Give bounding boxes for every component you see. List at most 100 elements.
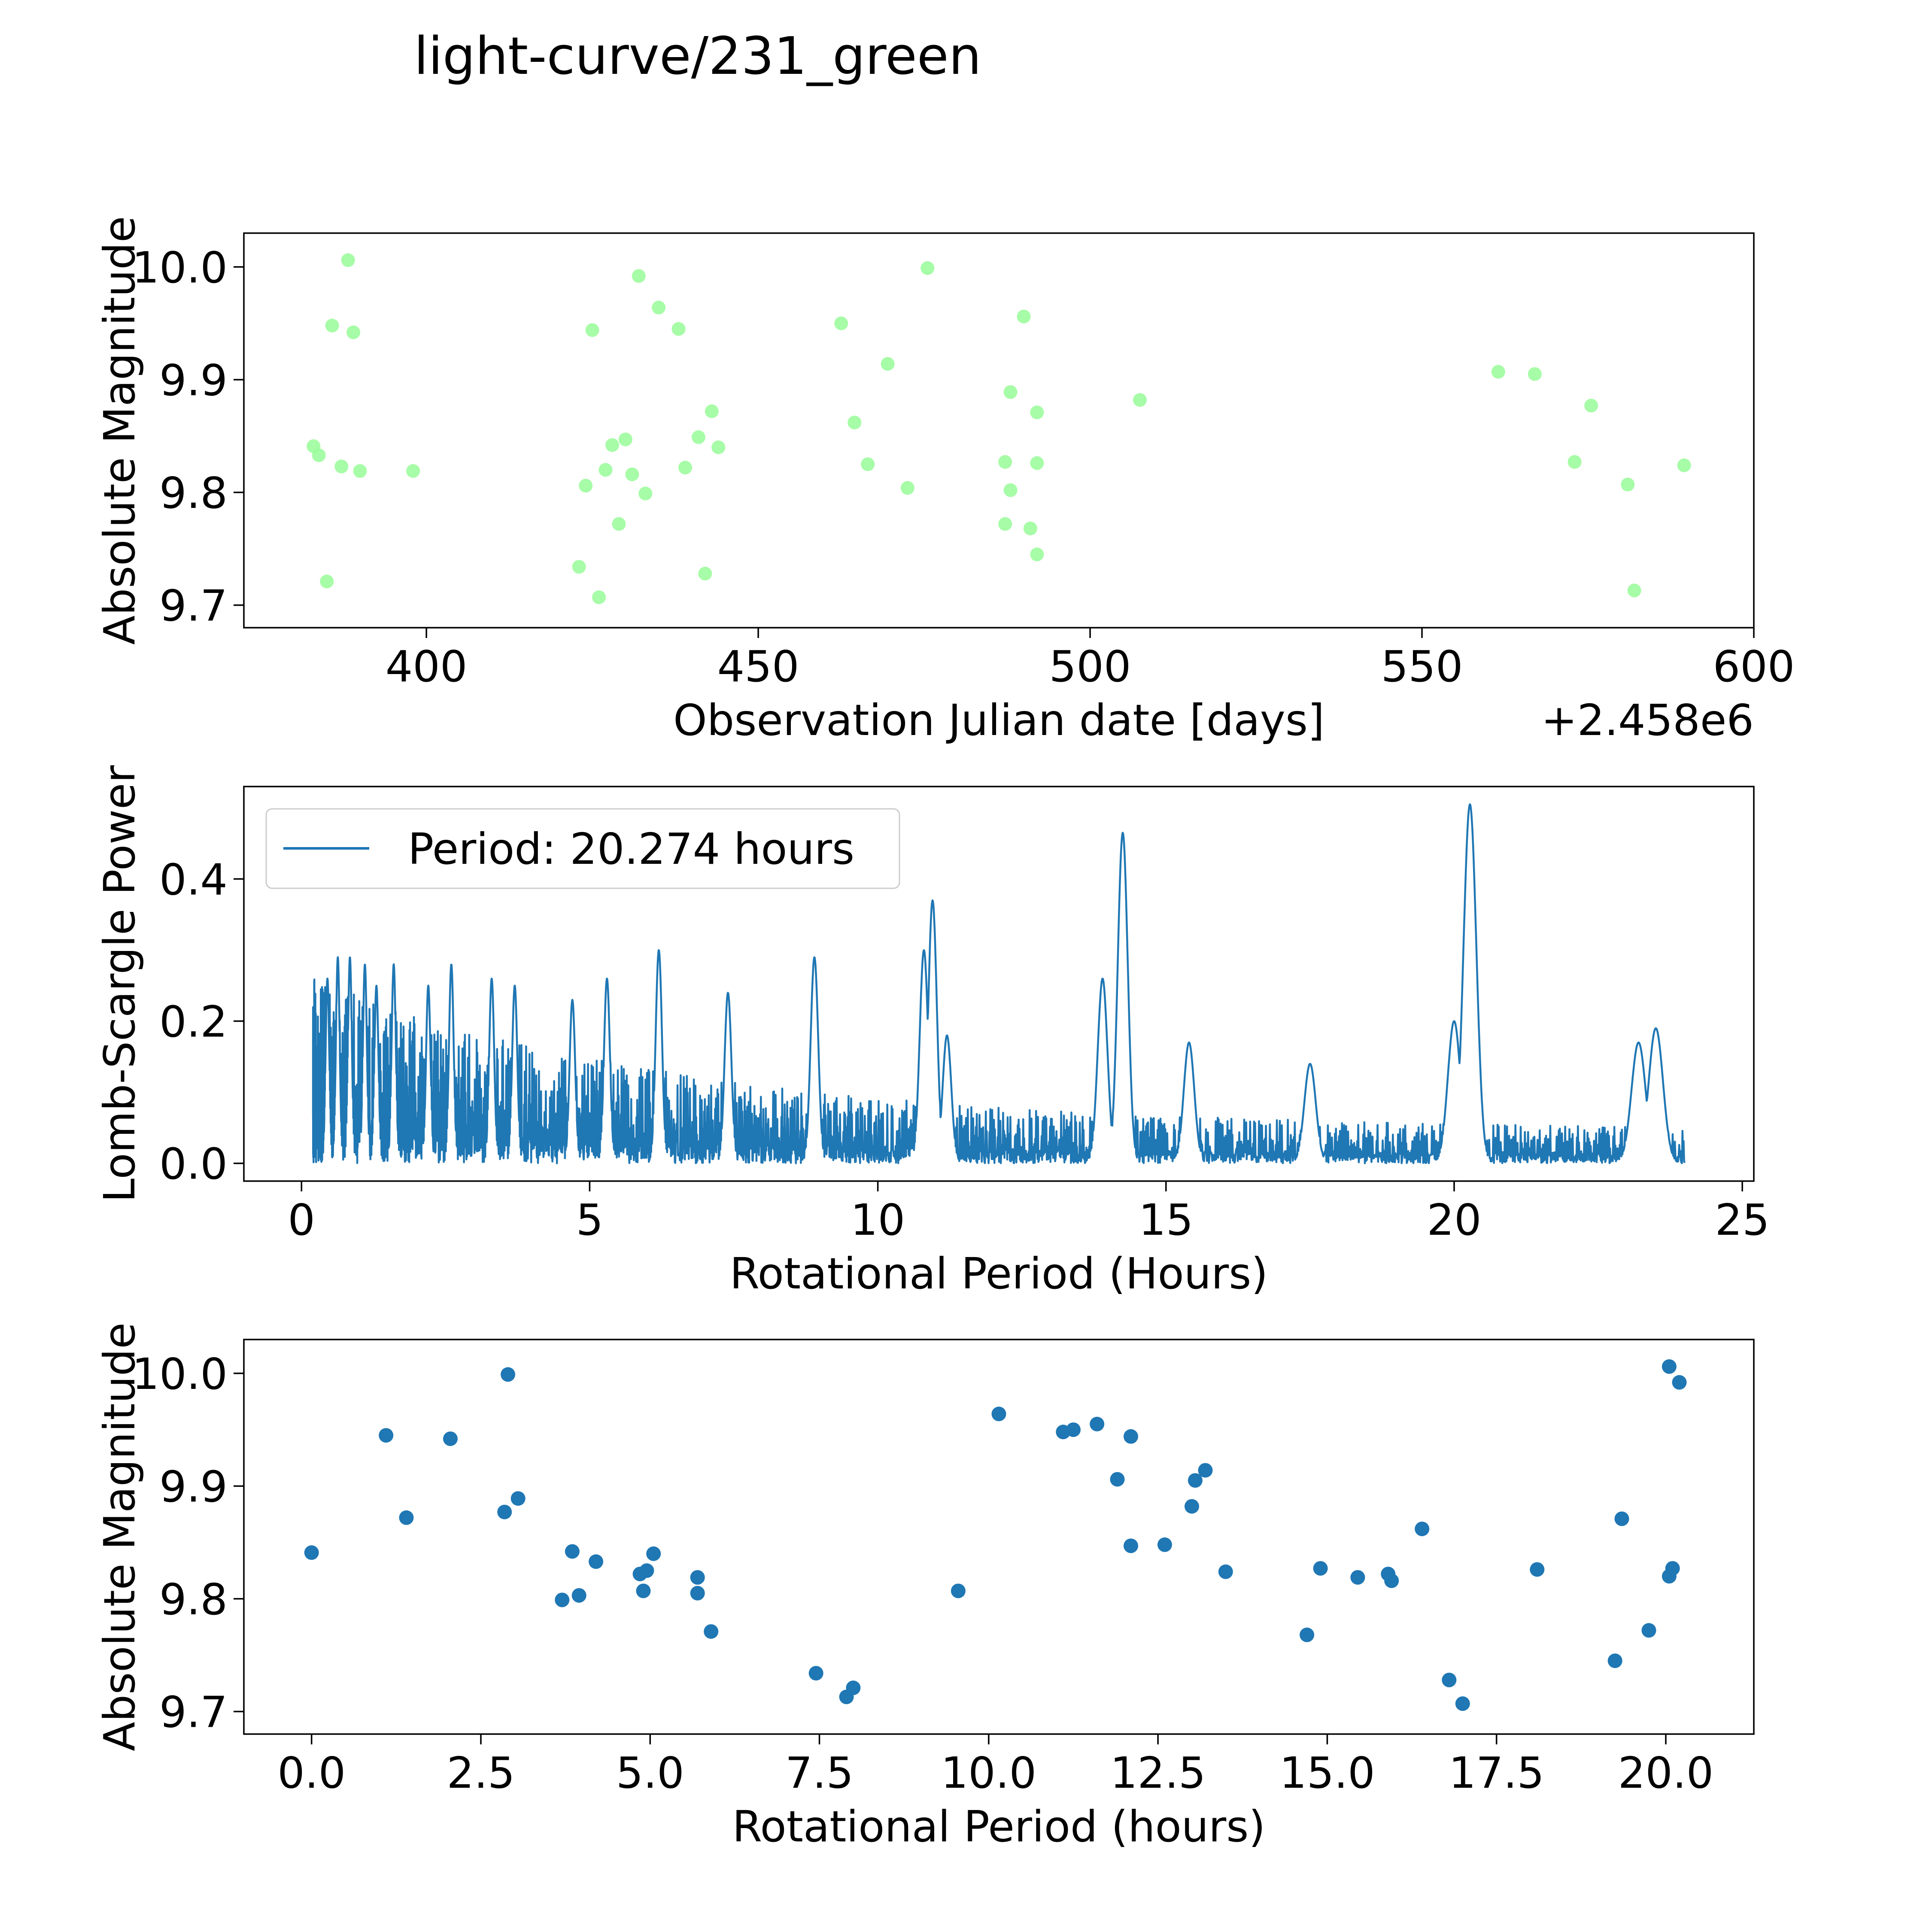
x-axis-label: Rotational Period (hours) [732,1801,1266,1852]
periodogram-line [312,803,1686,1164]
data-point [510,1491,526,1506]
data-point [320,574,334,589]
data-point [605,438,619,452]
data-point [341,253,355,267]
data-point [846,1680,861,1695]
data-point [399,1510,414,1525]
axis-frame [243,232,1755,629]
x-tick-label: 15 [1139,1195,1193,1245]
data-point [1614,1511,1629,1526]
data-point [592,590,606,605]
data-point [1157,1537,1172,1552]
data-point [304,1545,319,1560]
data-point [1415,1522,1430,1537]
data-point [346,325,361,340]
data-point [555,1592,570,1607]
y-tick-label: 0.4 [159,854,228,905]
data-point [1188,1473,1203,1488]
data-point [1003,483,1018,497]
data-point [636,1583,651,1598]
data-point [1641,1623,1656,1638]
data-point [991,1406,1006,1422]
data-point [1300,1627,1315,1642]
data-point [690,1570,705,1585]
data-point [1455,1696,1470,1711]
data-point [312,448,326,462]
data-point [1030,456,1044,470]
data-point [671,322,686,336]
y-tick-label: 9.8 [159,468,228,518]
data-point [1218,1564,1233,1579]
data-point [1662,1359,1677,1374]
data-point [705,404,719,418]
data-point [589,1554,604,1569]
x-tick-label: 10 [851,1195,905,1245]
data-point [618,432,632,447]
data-point [834,316,848,331]
data-point [1313,1561,1328,1576]
x-tick-label: 0.0 [277,1748,346,1798]
data-point [1384,1573,1399,1588]
y-tick-label: 9.7 [159,580,228,631]
data-point [1607,1653,1622,1668]
data-point [692,430,705,444]
data-point [1124,1538,1138,1553]
data-point [998,517,1012,531]
data-point [1665,1561,1680,1576]
x-tick-label: 10.0 [941,1748,1037,1798]
data-point [1627,583,1641,598]
data-point [1003,385,1018,399]
data-point [1621,477,1635,492]
data-point [704,1624,719,1639]
y-tick-label: 10.0 [132,243,228,293]
data-point [325,319,339,333]
data-point [1350,1570,1365,1585]
data-point [443,1431,458,1446]
data-point [1567,455,1582,469]
y-axis-label: Lomb-Scargle Power [94,765,145,1203]
x-tick-label: 550 [1381,641,1463,692]
data-point [698,567,712,580]
data-point [612,517,626,531]
data-point [1584,398,1598,413]
data-point [585,323,599,337]
periodogram-panel: 0 5 10 15 20 25 0.0 0.2 0.4 Rotational Period (Ho… [94,765,1770,1299]
x-axis-label: Rotational Period (Hours) [730,1249,1268,1299]
x-tick-label: 0 [288,1195,315,1245]
data-point [646,1546,661,1561]
data-point [1066,1422,1081,1437]
y-tick-label: 0.2 [159,996,228,1047]
data-marks [307,253,1691,605]
data-point [1530,1562,1545,1577]
y-tick-label: 9.9 [159,355,228,405]
legend-box [265,808,900,889]
x-tick-label: 7.5 [785,1748,854,1798]
data-point [881,357,895,371]
data-point [848,416,862,430]
data-point [1491,365,1505,379]
y-tick-label: 9.9 [159,1461,228,1512]
legend-label: Period: 20.274 hours [408,824,854,874]
x-tick-label: 400 [386,641,468,692]
data-point [900,481,914,495]
x-tick-label: 5 [576,1195,604,1245]
data-point [379,1428,394,1443]
data-point [1185,1499,1199,1514]
x-tick-label: 600 [1713,641,1795,692]
data-marks [312,803,1686,1164]
data-point [638,486,653,501]
data-point [920,261,935,275]
y-tick-label: 9.8 [159,1574,228,1625]
data-point [1090,1416,1105,1431]
phase-folded-panel: 0.0 2.5 5.0 7.5 10.0 12.5 15.0 17.5 20.0 9.7 9.8 9.… [94,1322,1755,1852]
data-point [1017,310,1031,324]
data-point [861,457,875,471]
data-point [1198,1463,1213,1478]
x-offset-text: +2.458e6 [1541,695,1754,745]
x-tick-label: 5.0 [616,1748,684,1798]
y-tick-label: 10.0 [132,1349,228,1399]
data-point [406,464,420,478]
axis-frame [243,786,1755,1182]
axis-frame [243,1339,1755,1735]
